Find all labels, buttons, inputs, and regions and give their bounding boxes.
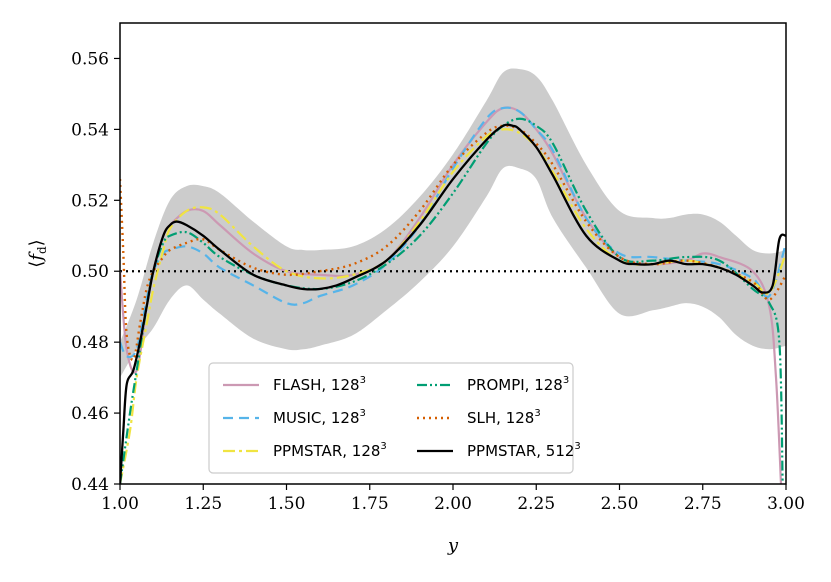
legend-label: PROMPI, 1283 (467, 375, 569, 394)
x-tick-label: 1.75 (351, 494, 389, 514)
legend-box (208, 362, 574, 474)
y-axis-label: ⟨fd⟩ (26, 239, 49, 267)
x-tick-label: 2.75 (684, 494, 722, 514)
plot-area (120, 68, 786, 484)
spread-band (120, 68, 786, 378)
axes: 1.00 1.25 1.50 1.75 2.00 2.25 2.50 2.75 3.00 0.44… (26, 22, 805, 556)
x-axis-label: y (447, 535, 459, 556)
series-line-ppmstar-512 (120, 123, 786, 484)
y-tick-label: 0.54 (71, 120, 109, 140)
x-tick-label: 1.50 (268, 494, 306, 514)
y-tick-label: 0.52 (71, 191, 109, 211)
series-line-prompi-128 (120, 117, 784, 484)
x-tick-label: 1.25 (184, 494, 222, 514)
legend-label: PPMSTAR, 1283 (273, 441, 387, 460)
legend-label: SLH, 1283 (467, 408, 541, 427)
legend: FLASH, 1283 PROMPI, 1283 MUSIC, 1283 SLH, 1… (208, 362, 581, 474)
x-tick-label: 2.00 (434, 494, 472, 514)
y-tick-label: 0.46 (71, 404, 109, 424)
y-tick-label: 0.48 (71, 333, 109, 353)
y-tick-label: 0.56 (71, 49, 109, 69)
x-tick-label: 2.50 (601, 494, 639, 514)
x-tick-label: 2.25 (517, 494, 555, 514)
legend-label: FLASH, 1283 (273, 375, 366, 394)
legend-label: PPMSTAR, 5123 (467, 441, 581, 460)
legend-label: MUSIC, 1283 (273, 408, 366, 427)
x-tick-label: 1.00 (101, 494, 139, 514)
y-tick-label: 0.50 (71, 262, 109, 282)
x-tick-label: 3.00 (767, 494, 805, 514)
y-tick-label: 0.44 (71, 475, 109, 495)
